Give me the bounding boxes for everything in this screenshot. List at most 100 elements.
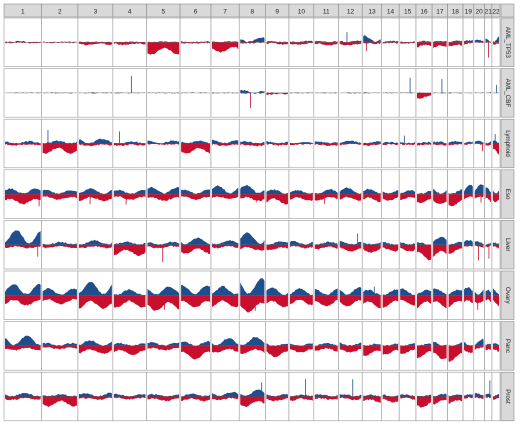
gain-area [448,140,463,144]
gain-area [474,338,484,346]
gain-area [42,189,77,195]
chromosome-cell [473,270,485,320]
chromosome-cell [473,68,485,118]
chromosome-cell [179,321,212,371]
loss-area [464,295,473,304]
gain-area [474,140,484,144]
gain-area [113,342,146,346]
chromosome-cell [210,321,240,371]
chromosome-cell [146,220,181,270]
chromosome-cell [238,321,266,371]
loss-area [266,244,288,251]
loss-area [289,194,313,201]
chromosome-cell [415,371,433,422]
gain-area [266,40,288,43]
loss-area [147,396,180,402]
loss-area [433,295,447,309]
panel-label-cell [500,371,515,422]
gain-area [474,392,484,397]
gain-area [433,40,447,43]
chromosome-cell [361,169,383,219]
chromosome-cell [265,220,290,270]
chromosome-label: 5 [161,9,165,16]
loss-area [492,345,499,353]
loss-area [433,194,447,204]
chromosome-cell [112,17,147,67]
chromosome-cell [415,68,433,118]
gain-area [314,288,338,296]
panel-row [3,321,501,371]
loss-area [240,295,265,313]
gain-area [147,393,180,397]
loss-area [416,194,432,203]
gain-area [212,391,239,397]
loss-area [147,244,180,249]
loss-area [416,345,432,359]
chromosome-cell [431,118,448,169]
gain-area [147,41,180,43]
loss-area [212,295,239,308]
gain-area [212,239,239,245]
chromosome-cell [361,17,383,67]
loss-area [339,295,362,307]
loss-area [474,345,484,350]
gain-area [400,41,415,43]
loss-area [464,244,473,247]
loss-area [212,244,239,249]
chromosome-cell [462,118,475,169]
chromosome-label: 17 [436,9,444,16]
loss-area [433,345,447,360]
chromosome-cell [473,220,485,270]
gain-area [212,185,239,195]
chromosome-cell [484,17,493,67]
loss-area [416,42,432,48]
chromosome-cell [77,321,114,371]
loss-area [113,396,146,400]
gain-area [289,240,313,245]
loss-area [485,42,491,44]
panel-label: Lymphoid [504,130,511,157]
gain-area [266,141,288,144]
loss-area [382,396,399,403]
gain-area [314,342,338,346]
chromosome-cell [361,371,383,422]
chromosome-cell [265,270,290,320]
chromosome-cell [491,371,501,422]
chromosome-cell [361,270,383,320]
chromosome-cell [462,220,475,270]
gain-area [464,394,473,397]
loss-area [113,42,146,46]
chromosome-label: 15 [404,9,412,16]
panel-label: Prost [504,389,511,404]
loss-area [416,143,432,146]
chromosome-cell [41,169,79,219]
loss-area [448,194,463,207]
chromosome-label: 14 [387,9,395,16]
loss-area [314,143,338,147]
chromosome-cell [462,169,475,219]
chromosome-header-row: 1 2 3 4 5 6 7 8 9 10 11 12 13 14 15 16 17 18 19 20 21 22 [3,3,515,18]
chromosome-cell [288,220,315,270]
gain-area [113,141,146,144]
gain-area [448,241,463,245]
loss-area [181,295,210,308]
gain-area [382,394,399,397]
loss-area [382,295,399,308]
chromosome-cell [238,169,266,219]
chromosome-cell [313,220,339,270]
chromosome-cell [77,118,114,169]
gain-area [339,240,362,245]
gain-area [78,340,112,346]
chromosome-cell [77,220,114,270]
gain-area [416,289,432,296]
loss-area [212,396,239,401]
gain-area [147,286,180,296]
chromosome-cell [398,220,417,270]
gain-area [492,36,499,43]
chromosome-cell [146,321,181,371]
chromosome-cell [313,371,339,422]
chromosome-cell [338,68,363,118]
gain-area [485,187,491,195]
loss-area [485,143,491,146]
gain-area [416,242,432,245]
